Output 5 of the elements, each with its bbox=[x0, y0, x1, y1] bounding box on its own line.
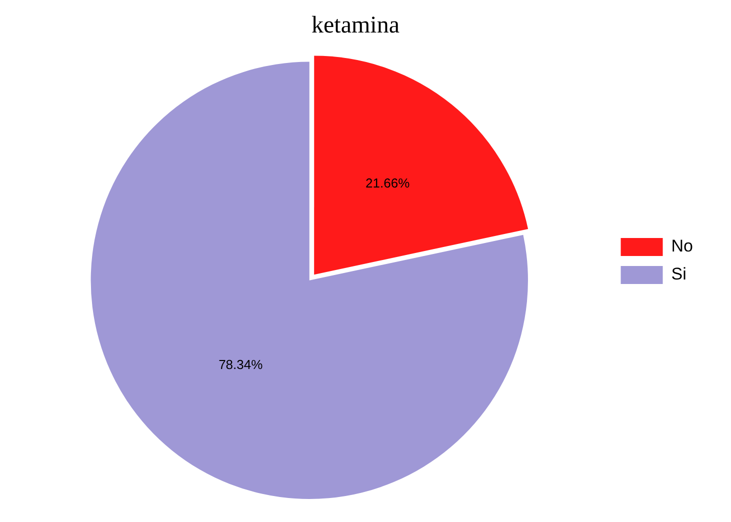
legend-label: No bbox=[671, 236, 694, 256]
data-label: 78.34% bbox=[218, 356, 264, 372]
data-label: 21.66% bbox=[366, 175, 410, 190]
chart-title: ketamina bbox=[312, 12, 400, 39]
legend-label: Si bbox=[671, 264, 686, 284]
